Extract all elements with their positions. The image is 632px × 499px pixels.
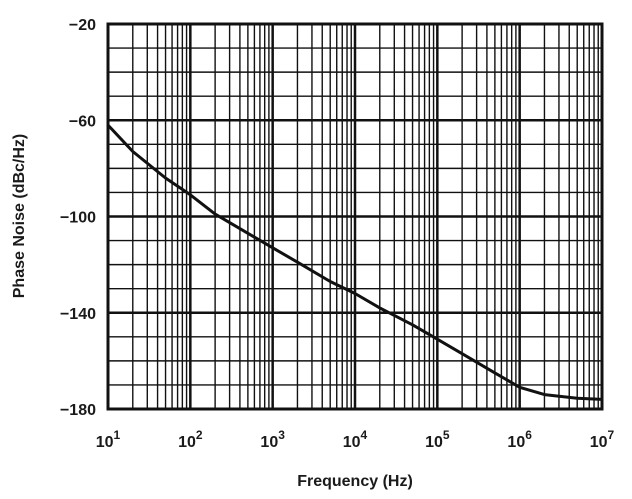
x-tick-label: 103 bbox=[260, 428, 285, 451]
y-tick-labels: −20 −60 −100 −140 −180 bbox=[60, 17, 96, 419]
y-axis-label: Phase Noise (dBc/Hz) bbox=[11, 134, 28, 298]
x-tick-labels: 101 102 103 104 105 106 107 bbox=[96, 428, 615, 451]
x-tick-label: 101 bbox=[96, 428, 121, 451]
x-tick-label: 104 bbox=[343, 428, 368, 451]
y-tick-label: −140 bbox=[60, 306, 96, 323]
x-axis-label: Frequency (Hz) bbox=[297, 473, 413, 490]
x-tick-label: 107 bbox=[590, 428, 615, 451]
x-tick-label: 105 bbox=[425, 428, 450, 451]
y-tick-label: −100 bbox=[60, 210, 96, 227]
y-tick-label: −20 bbox=[69, 17, 96, 34]
plot-frame bbox=[106, 22, 604, 411]
y-tick-label: −180 bbox=[60, 402, 96, 419]
x-tick-label: 106 bbox=[507, 428, 532, 451]
grid-lines bbox=[106, 22, 602, 411]
x-tick-label: 102 bbox=[178, 428, 203, 451]
phase-noise-curve bbox=[106, 123, 604, 401]
y-tick-label: −60 bbox=[69, 113, 96, 130]
